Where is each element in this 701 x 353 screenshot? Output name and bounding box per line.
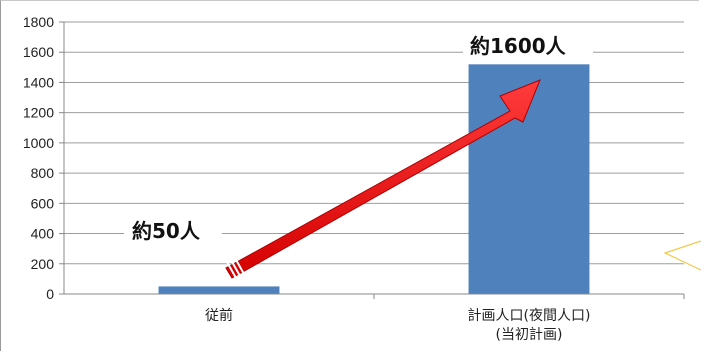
annotation-50: 約50人 (132, 219, 201, 243)
axes (63, 22, 685, 299)
category-label: 従前 (205, 307, 233, 324)
growth-arrow (225, 79, 541, 279)
y-axis-tick-labels: 0 200 400 600 800 1000 1200 1400 1600 1800 (23, 14, 54, 302)
y-tick-label: 1800 (23, 14, 54, 30)
y-tick-label: 0 (46, 286, 54, 302)
y-tick-label: 800 (31, 165, 55, 181)
annotation-1600: 約1600人 (470, 34, 567, 58)
y-tick-label: 600 (31, 195, 55, 211)
callout-pointer (663, 240, 701, 271)
y-tick-label: 200 (31, 256, 55, 272)
category-label: 計画人口(夜間人口) (当初計画) (468, 308, 591, 343)
gridlines (59, 21, 684, 295)
y-tick-label: 400 (31, 226, 55, 242)
x-axis-category-labels: 従前 計画人口(夜間人口) (当初計画) (205, 307, 590, 343)
y-tick-label: 1200 (23, 105, 54, 121)
bar (158, 286, 280, 294)
y-tick-label: 1600 (23, 44, 54, 60)
y-tick-label: 1400 (23, 74, 54, 90)
annotation-small: 約50人 (124, 214, 222, 244)
y-tick-label: 1000 (23, 135, 54, 151)
annotation-large: 約1600人 (463, 30, 593, 60)
